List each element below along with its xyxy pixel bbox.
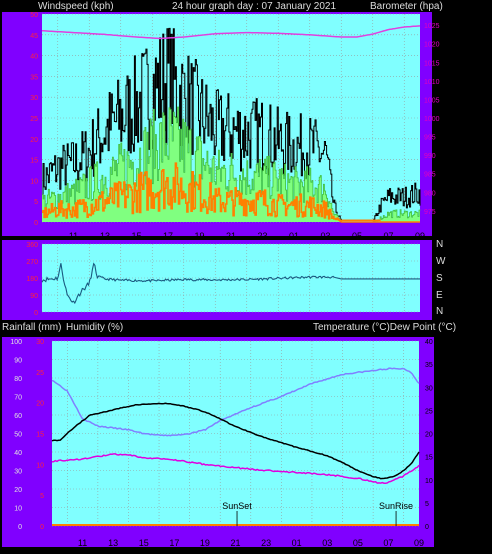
graph-title: 24 hour graph day : 07 January 2021 [172,1,337,12]
wind-x-tick-label: 23 [257,231,267,241]
rain-y-tick-label: 30 [36,339,44,346]
compass-north-top: N [436,239,444,250]
direction-y-tick-label: 360 [26,242,38,249]
temperature-y-tick-label: 15 [425,455,433,462]
lower-x-tick-label: 17 [169,538,179,548]
humidity-y-tick-label: 10 [14,506,22,513]
wind-low-series [42,162,420,223]
direction-y-tick-label: 0 [34,310,38,317]
barometer-y-tick-label: 1015 [424,60,440,67]
wind-y-tick-label: 0 [34,220,38,227]
temperature-y-tick-label: 40 [425,339,433,346]
sunrise-label: SunRise [379,501,413,511]
wind-y-tick-label: 5 [34,199,38,206]
lower-x-tick-label: 23 [261,538,271,548]
rain-y-tick-label: 0 [40,524,44,531]
temperature-y-tick-label: 10 [425,478,433,485]
temperature-series [51,402,420,480]
rain-y-tick-label: 5 [40,493,44,500]
wind-y-tick-label: 50 [30,12,38,19]
humidity-y-tick-label: 60 [14,413,22,420]
barometer-y-tick-label: 990 [424,153,436,160]
wind-x-tick-label: 05 [352,231,362,241]
rain-y-tick-label: 10 [36,462,44,469]
direction-y-tick-label: 270 [26,259,38,266]
wind-x-tick-label: 19 [194,231,204,241]
barometer-series [41,25,421,40]
rainfall-axis-title: Rainfall (mm) [2,322,62,333]
wind-y-tick-label: 35 [30,74,38,81]
temperature-y-tick-label: 5 [425,501,429,508]
wind-x-tick-label: 07 [383,231,393,241]
humidity-y-tick-label: 80 [14,376,22,383]
barometer-axis-title: Barometer (hpa) [370,1,443,12]
humidity-y-tick-label: 70 [14,395,22,402]
wind-x-tick-label: 03 [320,231,330,241]
wind-direction-series [41,262,420,305]
compass-west: W [436,256,446,267]
lower-x-tick-label: 01 [292,538,302,548]
direction-y-tick-label: 90 [30,293,38,300]
wind-x-tick-label: 21 [226,231,236,241]
humidity-y-tick-label: 20 [14,487,22,494]
barometer-y-tick-label: 1025 [424,23,440,30]
wind-y-tick-label: 30 [30,95,38,102]
compass-east: E [436,290,443,301]
wind-y-tick-label: 10 [30,178,38,185]
lower-x-tick-label: 07 [383,538,393,548]
barometer-y-tick-label: 1000 [424,116,440,123]
wind-y-tick-label: 15 [30,158,38,165]
humidity-y-tick-label: 50 [14,432,22,439]
wind-y-tick-label: 45 [30,33,38,40]
wind-x-tick-label: 01 [289,231,299,241]
temperature-y-tick-label: 30 [425,385,433,392]
temperature-y-tick-label: 25 [425,408,433,415]
temperature-y-tick-label: 20 [425,432,433,439]
lower-x-tick-label: 13 [108,538,118,548]
barometer-y-tick-label: 1005 [424,97,440,104]
temperature-axis-title: Temperature (°C)Dew Point (°C) [313,322,457,333]
rain-y-tick-label: 15 [36,432,44,439]
wind-x-tick-label: 11 [69,231,78,241]
lower-x-tick-label: 19 [200,538,210,548]
humidity-y-tick-label: 90 [14,358,22,365]
dew-point-series [51,453,420,485]
temperature-y-tick-label: 35 [425,362,433,369]
humidity-series [51,367,420,437]
barometer-y-tick-label: 985 [424,172,436,179]
wind-x-tick-label: 17 [163,231,173,241]
compass-south: S [436,273,443,284]
lower-x-tick-label: 11 [78,538,87,548]
wind-y-tick-label: 25 [30,116,38,123]
barometer-y-tick-label: 995 [424,135,436,142]
direction-y-tick-label: 180 [26,276,38,283]
temperature-y-tick-label: 0 [425,524,429,531]
barometer-y-tick-label: 980 [424,190,436,197]
wind-axis-title: Windspeed (kph) [38,1,114,12]
humidity-y-tick-label: 100 [10,339,22,346]
wind-x-tick-label: 09 [415,231,425,241]
barometer-y-tick-label: 975 [424,209,436,216]
humidity-y-tick-label: 30 [14,469,22,476]
lower-x-tick-label: 03 [322,538,332,548]
compass-north-bottom: N [436,306,444,317]
sunset-label: SunSet [222,501,252,511]
wind-x-tick-label: 13 [100,231,110,241]
barometer-y-tick-label: 1010 [424,79,440,86]
barometer-y-tick-label: 1020 [424,42,440,49]
humidity-axis-title: Humidity (%) [66,322,124,333]
wind-y-tick-label: 40 [30,54,38,61]
rain-y-tick-label: 25 [36,370,44,377]
humidity-y-tick-label: 0 [18,524,22,531]
wind-x-tick-label: 15 [131,231,141,241]
lower-x-tick-label: 21 [230,538,240,548]
humidity-y-tick-label: 40 [14,450,22,457]
wind-y-tick-label: 20 [30,137,38,144]
lower-x-tick-label: 15 [139,538,149,548]
lower-x-tick-label: 05 [353,538,363,548]
lower-x-tick-label: 09 [414,538,424,548]
rain-y-tick-label: 20 [36,401,44,408]
